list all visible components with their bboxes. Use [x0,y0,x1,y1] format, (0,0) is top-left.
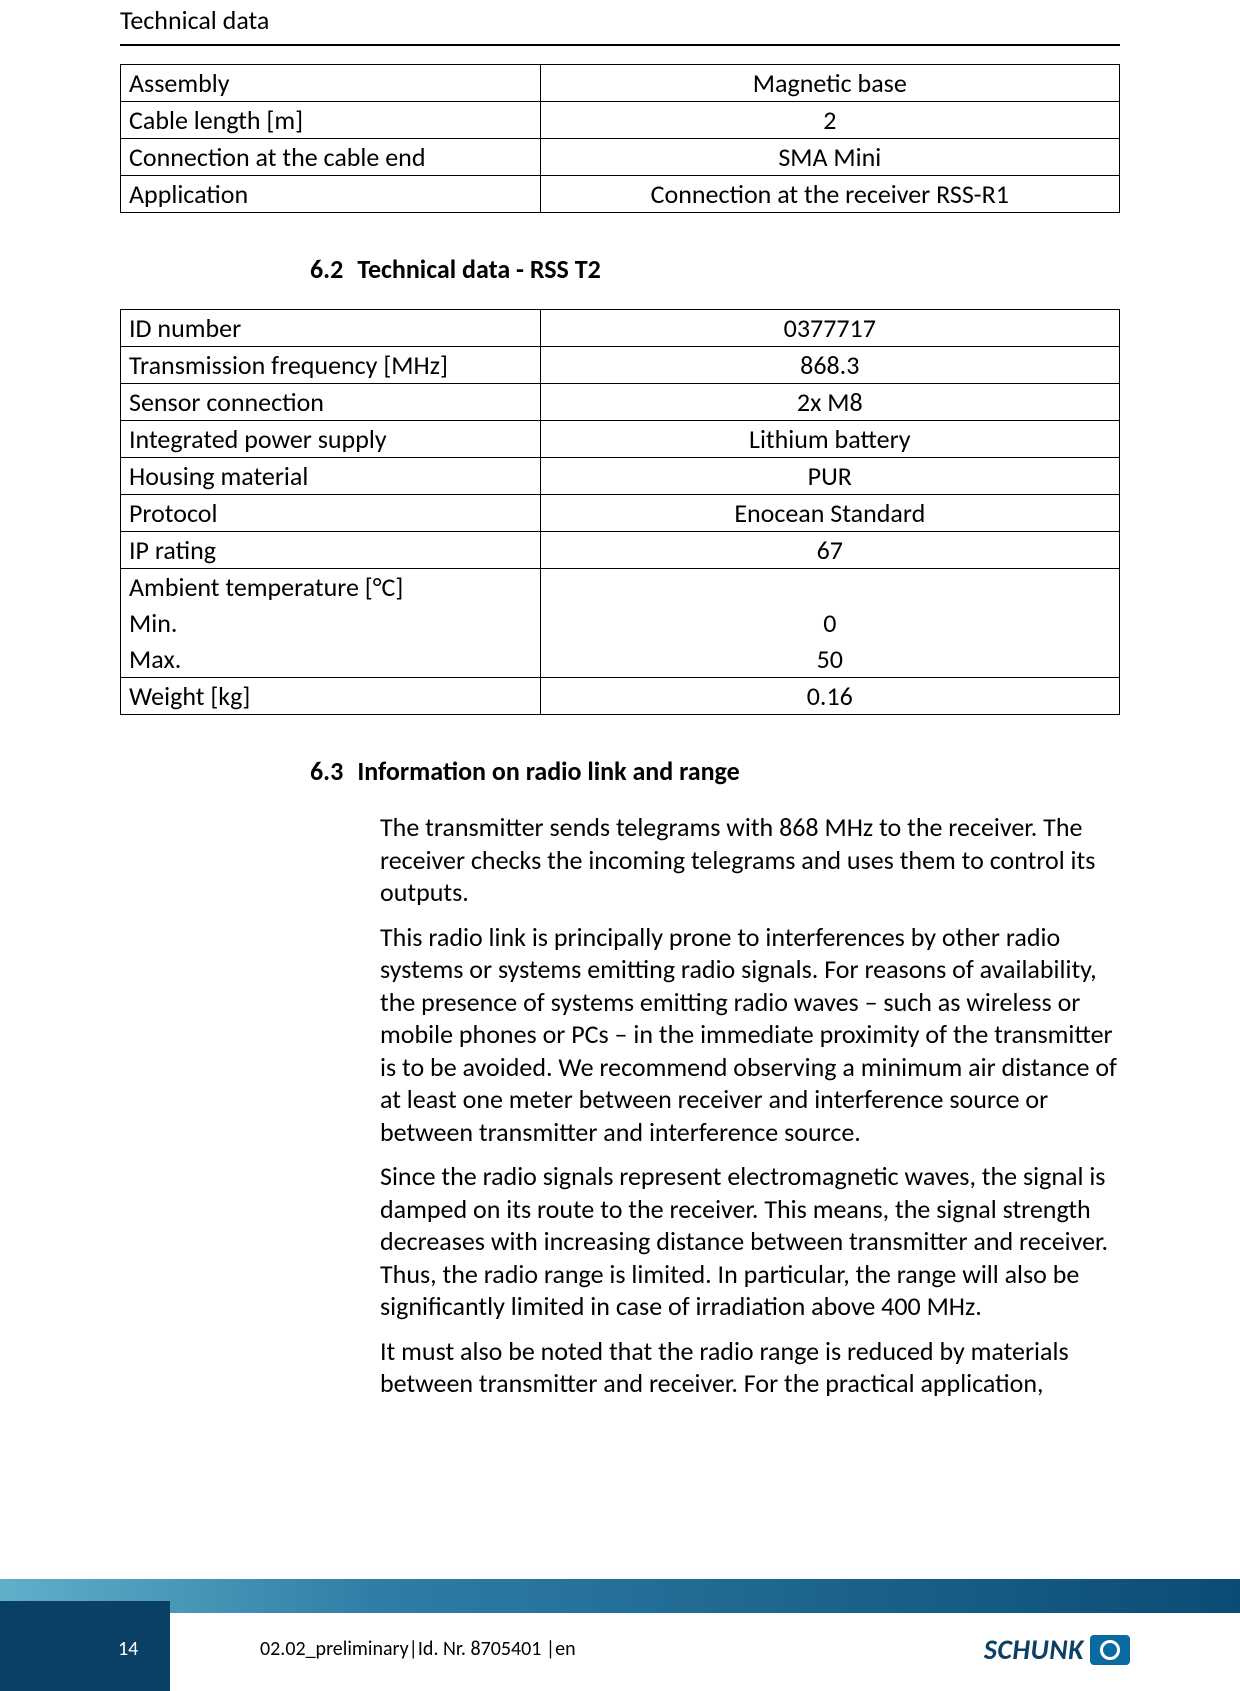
table-cell-value: 50 [540,641,1119,678]
section-number: 6.3 [310,755,343,787]
table-cell-value: 2x M8 [540,384,1119,421]
footer-band [0,1579,1240,1613]
header-rule [120,44,1120,46]
footer-logo-text: SCHUNK [984,1632,1084,1667]
paragraph: Since the radio signals represent electr… [380,1160,1120,1323]
table-cell-label: IP rating [121,532,541,569]
table-cell-value: Enocean Standard [540,495,1119,532]
table-cell-label: Transmission frequency [MHz] [121,347,541,384]
table-cell-value: 0.16 [540,678,1119,715]
page-number: 14 [118,1637,138,1661]
table-cell-value: 0377717 [540,310,1119,347]
paragraph: It must also be noted that the radio ran… [380,1335,1120,1400]
section-title: Technical data - RSS T2 [357,253,600,285]
table-cell-label: Connection at the cable end [121,139,541,176]
table-cell-value: SMA Mini [540,139,1119,176]
table-cell-label: Sensor connection [121,384,541,421]
table-cell-value [540,569,1119,606]
footer-logo: SCHUNK [984,1632,1130,1667]
table-cell-label: Integrated power supply [121,421,541,458]
section-heading-6-3: 6.3 Information on radio link and range [310,755,1120,787]
table-cell-label: Min. [121,605,541,641]
footer-tab [0,1601,170,1691]
table-rss-t2: ID number0377717 Transmission frequency … [120,309,1120,715]
body-text-section-6-3: The transmitter sends telegrams with 868… [380,811,1120,1400]
page-header-title: Technical data [120,0,1120,44]
section-title: Information on radio link and range [357,755,739,787]
table-cell-value: 868.3 [540,347,1119,384]
table-cell-value: PUR [540,458,1119,495]
table-cell-value: Connection at the receiver RSS-R1 [540,176,1119,213]
paragraph: This radio link is principally prone to … [380,921,1120,1149]
table-cell-value: Lithium battery [540,421,1119,458]
table-cell-label: ID number [121,310,541,347]
table-cell-label: Weight [kg] [121,678,541,715]
section-number: 6.2 [310,253,343,285]
table-cell-label: Protocol [121,495,541,532]
table-cell-label: Application [121,176,541,213]
table-cell-label: Cable length [m] [121,102,541,139]
footer-document-id: 02.02_preliminary|Id. Nr. 8705401 |en [260,1637,576,1661]
table-cell-value: 67 [540,532,1119,569]
table-cell-value: 0 [540,605,1119,641]
table-cell-label: Housing material [121,458,541,495]
section-heading-6-2: 6.2 Technical data - RSS T2 [310,253,1120,285]
page-footer: 14 02.02_preliminary|Id. Nr. 8705401 |en… [0,1571,1240,1691]
table-cell-value: Magnetic base [540,65,1119,102]
table-cell-label: Max. [121,641,541,678]
table-cell-value: 2 [540,102,1119,139]
table-cell-label: Assembly [121,65,541,102]
paragraph: The transmitter sends telegrams with 868… [380,811,1120,909]
table-cell-label: Ambient temperature [°C] [121,569,541,606]
table-assembly: AssemblyMagnetic base Cable length [m]2 … [120,64,1120,213]
footer-logo-icon [1090,1635,1130,1665]
